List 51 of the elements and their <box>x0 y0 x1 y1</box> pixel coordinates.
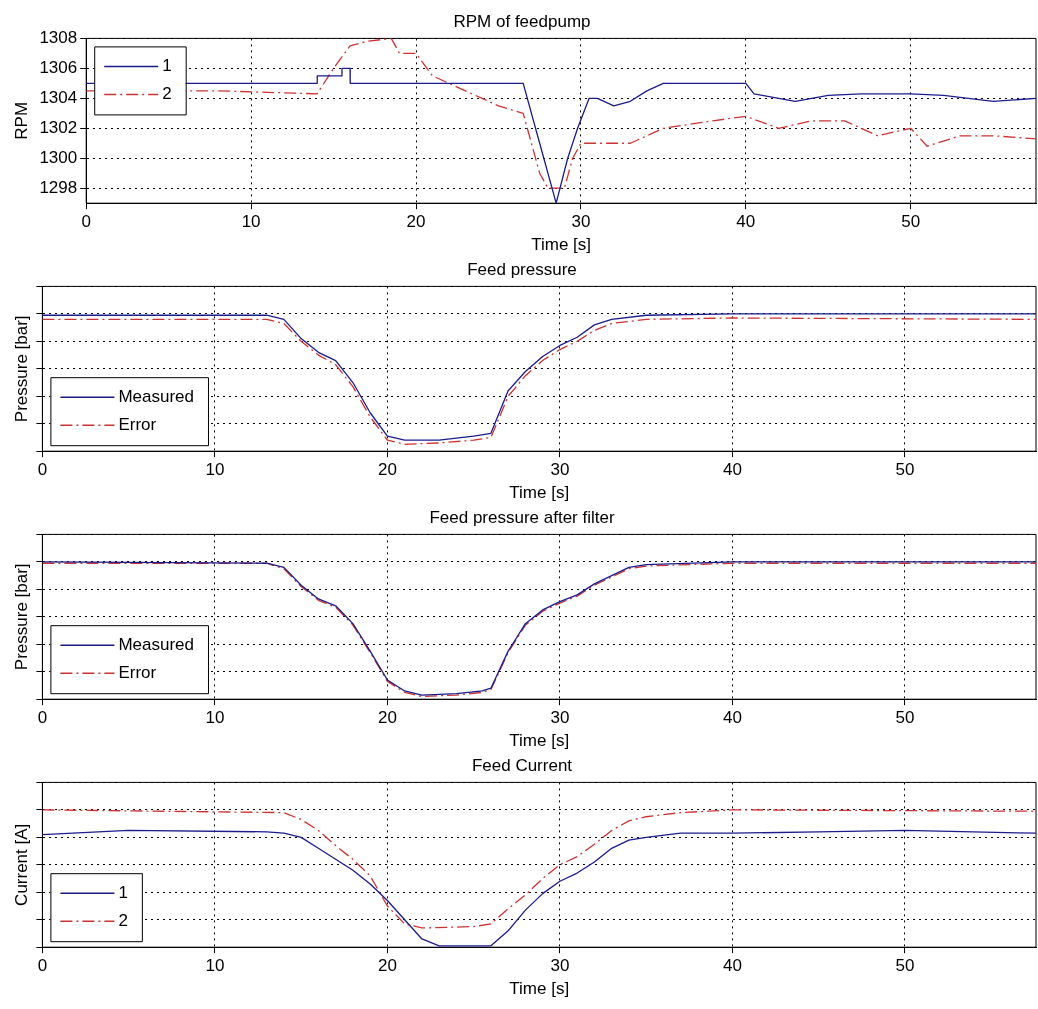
y-tick-label: 1300 <box>39 147 78 167</box>
x-tick-label: 0 <box>81 212 91 232</box>
x-tick-label: 10 <box>205 460 225 480</box>
legend-label: Measured <box>118 634 195 654</box>
x-tick-label: 50 <box>895 956 915 976</box>
x-tick-label: 10 <box>205 708 225 728</box>
y-tick-label: 1302 <box>39 117 78 137</box>
x-tick-label: 10 <box>205 956 225 976</box>
y-tick-label: 1306 <box>39 58 78 78</box>
x-tick-label: 40 <box>722 460 742 480</box>
x-tick-label: 20 <box>377 460 397 480</box>
legend-label: 1 <box>162 56 172 76</box>
x-tick-label: 30 <box>550 460 570 480</box>
x-tick-label: 20 <box>377 956 397 976</box>
x-axis-title: Time [s] <box>531 235 592 255</box>
legend-label: 2 <box>162 84 172 104</box>
y-axis-title: Pressure [bar] <box>11 563 31 671</box>
y-tick-label: 1298 <box>39 177 78 197</box>
x-tick-label: 30 <box>571 212 591 232</box>
y-axis-title: RPM <box>11 101 31 140</box>
legend-label: 1 <box>118 882 128 902</box>
y-tick-label: 1304 <box>39 88 78 108</box>
chart-title: Feed pressure after filter <box>429 507 615 527</box>
y-axis-title: Current [A] <box>11 823 31 906</box>
x-tick-label: 20 <box>406 212 426 232</box>
y-axis-title: Pressure [bar] <box>11 315 31 423</box>
chart-title: RPM of feedpump <box>453 11 591 31</box>
x-tick-label: 0 <box>37 708 48 728</box>
legend-label: Measured <box>118 386 195 406</box>
x-tick-label: 50 <box>895 708 915 728</box>
legend-label: Error <box>118 414 157 434</box>
x-tick-label: 0 <box>37 956 48 976</box>
x-tick-label: 40 <box>722 708 742 728</box>
x-tick-label: 50 <box>895 460 915 480</box>
x-tick-label: 30 <box>550 708 570 728</box>
legend-label: Error <box>118 662 157 682</box>
x-tick-label: 20 <box>377 708 397 728</box>
line-series <box>86 38 1036 189</box>
chart-title: Feed pressure <box>467 259 577 279</box>
x-tick-label: 0 <box>37 460 48 480</box>
x-tick-label: 40 <box>722 956 742 976</box>
x-axis-title: Time [s] <box>509 731 570 751</box>
x-tick-label: 10 <box>241 212 261 232</box>
legend-label: 2 <box>118 910 128 930</box>
y-tick-label: 1308 <box>39 28 78 48</box>
x-tick-label: 30 <box>550 956 570 976</box>
x-tick-label: 50 <box>901 212 921 232</box>
chart-title: Feed Current <box>471 755 573 775</box>
x-axis-title: Time [s] <box>509 979 570 999</box>
x-tick-label: 40 <box>736 212 756 232</box>
x-axis-title: Time [s] <box>509 483 570 503</box>
